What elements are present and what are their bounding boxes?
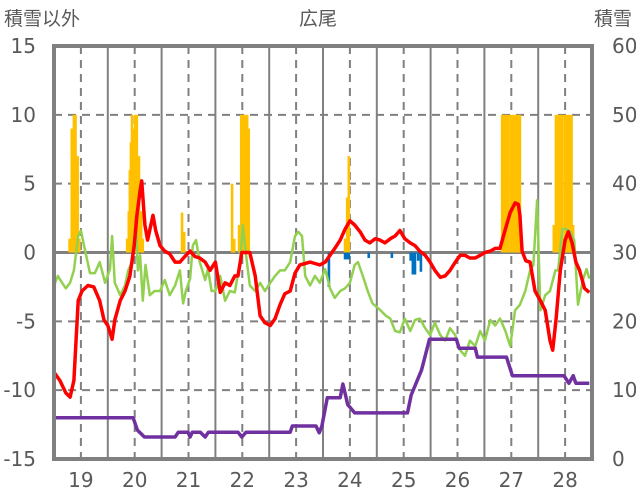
y-tick-right: 60 bbox=[612, 34, 636, 58]
orange-bar bbox=[512, 114, 515, 253]
orange-bar bbox=[141, 238, 145, 253]
x-tick: 19 bbox=[68, 468, 93, 492]
orange-bar bbox=[70, 128, 74, 253]
blue-bar bbox=[416, 252, 420, 261]
plot-frame bbox=[52, 44, 594, 461]
orange-bar bbox=[516, 114, 520, 253]
orange-bar bbox=[72, 114, 76, 253]
y-tick-left: -10 bbox=[3, 378, 36, 402]
orange-bar bbox=[76, 156, 79, 253]
orange-bar bbox=[343, 238, 347, 253]
orange-bar bbox=[556, 114, 560, 253]
orange-bar bbox=[239, 114, 243, 253]
bars bbox=[68, 114, 575, 287]
x-tick: 22 bbox=[230, 468, 255, 492]
orange-bar bbox=[241, 114, 245, 253]
blue-bar bbox=[327, 252, 331, 287]
blue-bar bbox=[409, 252, 412, 261]
y-tick-left: 0 bbox=[23, 241, 36, 265]
x-tick: 28 bbox=[552, 468, 577, 492]
orange-bar bbox=[237, 224, 241, 253]
orange-bar bbox=[247, 128, 251, 253]
orange-bar bbox=[180, 212, 184, 253]
orange-bar bbox=[243, 114, 247, 253]
blue-bar bbox=[343, 252, 347, 260]
x-tick: 26 bbox=[445, 468, 470, 492]
blue-bar bbox=[345, 252, 349, 260]
right-axis-label: 積雪 bbox=[594, 8, 632, 30]
x-tick: 23 bbox=[283, 468, 308, 492]
blue-bar bbox=[347, 252, 351, 260]
x-tick: 25 bbox=[391, 468, 416, 492]
orange-bar bbox=[182, 231, 186, 253]
x-tick: 21 bbox=[176, 468, 201, 492]
y-tick-right: 20 bbox=[612, 309, 636, 333]
orange-bar bbox=[74, 114, 77, 253]
blue-bar bbox=[411, 252, 415, 275]
orange-bar bbox=[133, 114, 137, 253]
red-series-line bbox=[52, 179, 591, 399]
orange-bar bbox=[68, 238, 71, 253]
orange-bar bbox=[514, 114, 517, 253]
orange-bar bbox=[552, 224, 556, 253]
x-tick: 27 bbox=[499, 468, 524, 492]
chart-title: 広尾 bbox=[299, 8, 337, 30]
orange-bar bbox=[570, 114, 573, 253]
y-tick-right: 40 bbox=[612, 172, 636, 196]
blue-bar bbox=[413, 252, 417, 275]
orange-bar bbox=[77, 238, 81, 253]
orange-bar bbox=[503, 114, 506, 253]
orange-bar bbox=[565, 114, 569, 253]
left-axis-label: 積雪以外 bbox=[4, 8, 80, 30]
blue-bar bbox=[367, 252, 371, 259]
y-tick-right: 0 bbox=[612, 447, 625, 471]
orange-bar bbox=[125, 238, 129, 253]
orange-bar bbox=[245, 114, 249, 253]
orange-bar bbox=[518, 114, 522, 253]
y-tick-left: 5 bbox=[23, 172, 36, 196]
orange-bar bbox=[554, 114, 558, 253]
x-tick: 20 bbox=[122, 468, 147, 492]
blue-bar bbox=[390, 252, 394, 259]
orange-bar bbox=[510, 114, 513, 253]
orange-bar bbox=[507, 114, 510, 253]
blue-bar bbox=[419, 252, 423, 272]
orange-bar bbox=[135, 114, 139, 253]
y-tick-left: -15 bbox=[3, 447, 36, 471]
orange-bar bbox=[130, 114, 134, 253]
orange-bar bbox=[568, 114, 571, 253]
orange-bar bbox=[232, 238, 236, 253]
orange-bar bbox=[347, 156, 351, 253]
orange-bar bbox=[230, 183, 234, 253]
orange-bar bbox=[505, 114, 508, 253]
y-tick-left: 15 bbox=[11, 34, 36, 58]
orange-bar bbox=[563, 114, 567, 253]
y-tick-left: 10 bbox=[11, 103, 36, 127]
orange-bar bbox=[561, 114, 564, 253]
series-lines bbox=[52, 179, 591, 439]
y-tick-left: -5 bbox=[16, 309, 36, 333]
x-tick: 24 bbox=[337, 468, 362, 492]
y-tick-right: 10 bbox=[612, 378, 636, 402]
y-tick-right: 30 bbox=[612, 241, 636, 265]
orange-bar bbox=[558, 114, 562, 253]
orange-bar bbox=[139, 211, 143, 253]
y-tick-right: 50 bbox=[612, 103, 636, 127]
orange-bar bbox=[500, 114, 504, 253]
purple-series-line bbox=[54, 337, 590, 439]
